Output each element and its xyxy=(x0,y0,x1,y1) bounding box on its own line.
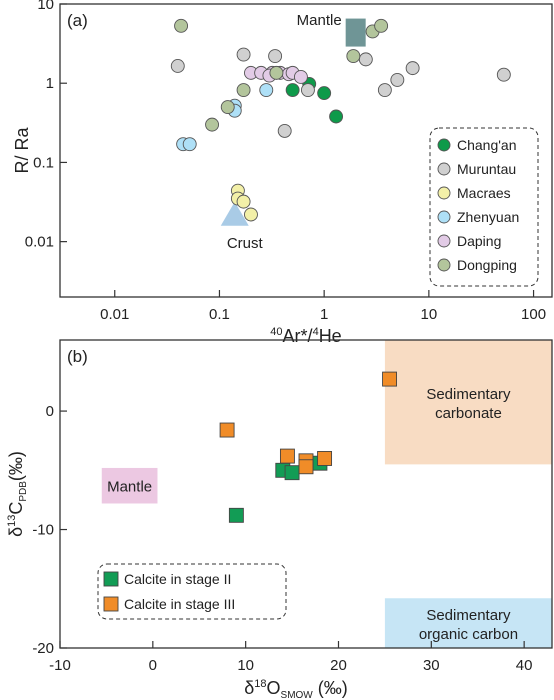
region-carbonate xyxy=(384,340,552,465)
data-point-a xyxy=(390,72,405,87)
mantle-marker xyxy=(345,18,366,47)
region-label-carbonate: Sedimentary xyxy=(426,386,511,403)
x-tick-label-b: 20 xyxy=(330,657,347,674)
data-point-a xyxy=(293,69,308,84)
data-point-b xyxy=(298,459,314,475)
y-axis-title-b: δ13CPDB(‰) xyxy=(6,451,29,537)
data-point-a xyxy=(174,18,189,33)
legend-marker-b xyxy=(103,571,119,587)
x-tick-label-a: 0.01 xyxy=(100,306,129,323)
data-point-a xyxy=(300,83,315,97)
mantle-label: Mantle xyxy=(297,12,342,29)
legend-label-a: Macraes xyxy=(457,185,511,201)
legend-label-a: Muruntau xyxy=(457,161,516,177)
region-label-organic: Sedimentary xyxy=(426,607,511,624)
x-tick-label-a: 100 xyxy=(521,306,546,323)
data-point-a xyxy=(277,123,292,138)
data-point-a xyxy=(346,49,361,64)
plot-frame-b xyxy=(59,339,553,649)
legend-marker-a xyxy=(437,138,451,152)
y-tick-label-a: 1 xyxy=(46,75,54,92)
data-point-a xyxy=(268,49,283,64)
y-tick-label-b: 0 xyxy=(46,403,54,420)
data-point-a xyxy=(358,52,373,67)
legend-marker-a xyxy=(437,186,451,200)
legend-marker-a xyxy=(437,234,451,248)
region-label-carbonate: carbonate xyxy=(435,405,502,422)
data-point-a xyxy=(496,67,511,82)
region-label-mantle: Mantle xyxy=(107,479,152,496)
data-point-a xyxy=(236,83,251,97)
data-point-b xyxy=(317,451,333,466)
panel-label-a: (a) xyxy=(67,11,88,30)
data-point-b xyxy=(279,448,295,464)
data-point-b xyxy=(228,507,244,523)
data-point-b xyxy=(382,371,397,387)
legend-box-a xyxy=(429,127,539,287)
x-tick-label-b: -10 xyxy=(49,657,71,674)
y-tick-label-b: -10 xyxy=(32,522,54,539)
data-point-a xyxy=(259,83,274,97)
legend-label-a: Chang'an xyxy=(457,137,517,153)
legend-label-a: Daping xyxy=(457,233,501,249)
plot-frame-a xyxy=(59,3,553,298)
data-point-a xyxy=(205,117,220,132)
crust-marker xyxy=(220,201,249,226)
data-point-a xyxy=(236,194,251,209)
region-organic xyxy=(384,598,552,648)
panel-label-b: (b) xyxy=(67,347,88,366)
x-axis-title-a: 40Ar*/4He xyxy=(270,326,341,346)
x-tick-label-b: 30 xyxy=(423,657,440,674)
legend-label-b: Calcite in stage II xyxy=(124,571,231,587)
x-axis-title-b: δ18OSMOW (‰) xyxy=(244,678,348,700)
x-tick-label-b: 40 xyxy=(516,657,533,674)
legend-box-b xyxy=(97,563,287,620)
region-label-organic: organic carbon xyxy=(419,626,518,643)
y-tick-label-a: 10 xyxy=(37,0,54,13)
y-tick-label-b: -20 xyxy=(32,640,54,657)
x-tick-label-a: 1 xyxy=(320,306,328,323)
data-point-a xyxy=(374,18,389,33)
legend-marker-a xyxy=(437,258,451,272)
data-point-a xyxy=(377,83,392,97)
y-tick-label-a: 0.1 xyxy=(33,154,54,171)
y-axis-title-a: R/ Ra xyxy=(12,127,32,174)
data-point-a xyxy=(236,47,251,62)
legend-label-a: Dongping xyxy=(457,257,517,273)
legend-label-b: Calcite in stage III xyxy=(124,596,235,612)
data-point-a xyxy=(170,59,185,73)
panel-b: Mantle Sedimentary carbonate Sedimentary org… xyxy=(6,339,553,700)
data-point-a xyxy=(405,61,420,76)
panel-a: 0.01 0.1 1 10 100 0.01 0.1 1 10 40Ar*/4He R/ Ra (a)… xyxy=(12,0,553,346)
data-point-a xyxy=(329,109,344,124)
region-mantle xyxy=(101,467,158,504)
y-tick-label-a: 0.01 xyxy=(25,234,54,251)
data-point-a xyxy=(182,137,197,152)
crust-label: Crust xyxy=(227,235,264,252)
x-tick-label-a: 0.1 xyxy=(209,306,230,323)
data-point-b xyxy=(284,465,300,481)
legend-marker-a xyxy=(437,210,451,224)
x-tick-label-b: 0 xyxy=(149,657,157,674)
data-point-b xyxy=(219,422,235,438)
data-point-a xyxy=(244,207,258,222)
data-point-a xyxy=(285,83,300,97)
data-point-a xyxy=(317,86,332,101)
legend-marker-a xyxy=(437,162,451,176)
x-tick-label-b: 10 xyxy=(237,657,254,674)
legend-label-a: Zhenyuan xyxy=(457,209,519,225)
data-point-a xyxy=(269,65,284,80)
x-tick-label-a: 10 xyxy=(421,306,438,323)
legend-marker-b xyxy=(103,596,119,612)
data-point-a xyxy=(220,100,235,115)
